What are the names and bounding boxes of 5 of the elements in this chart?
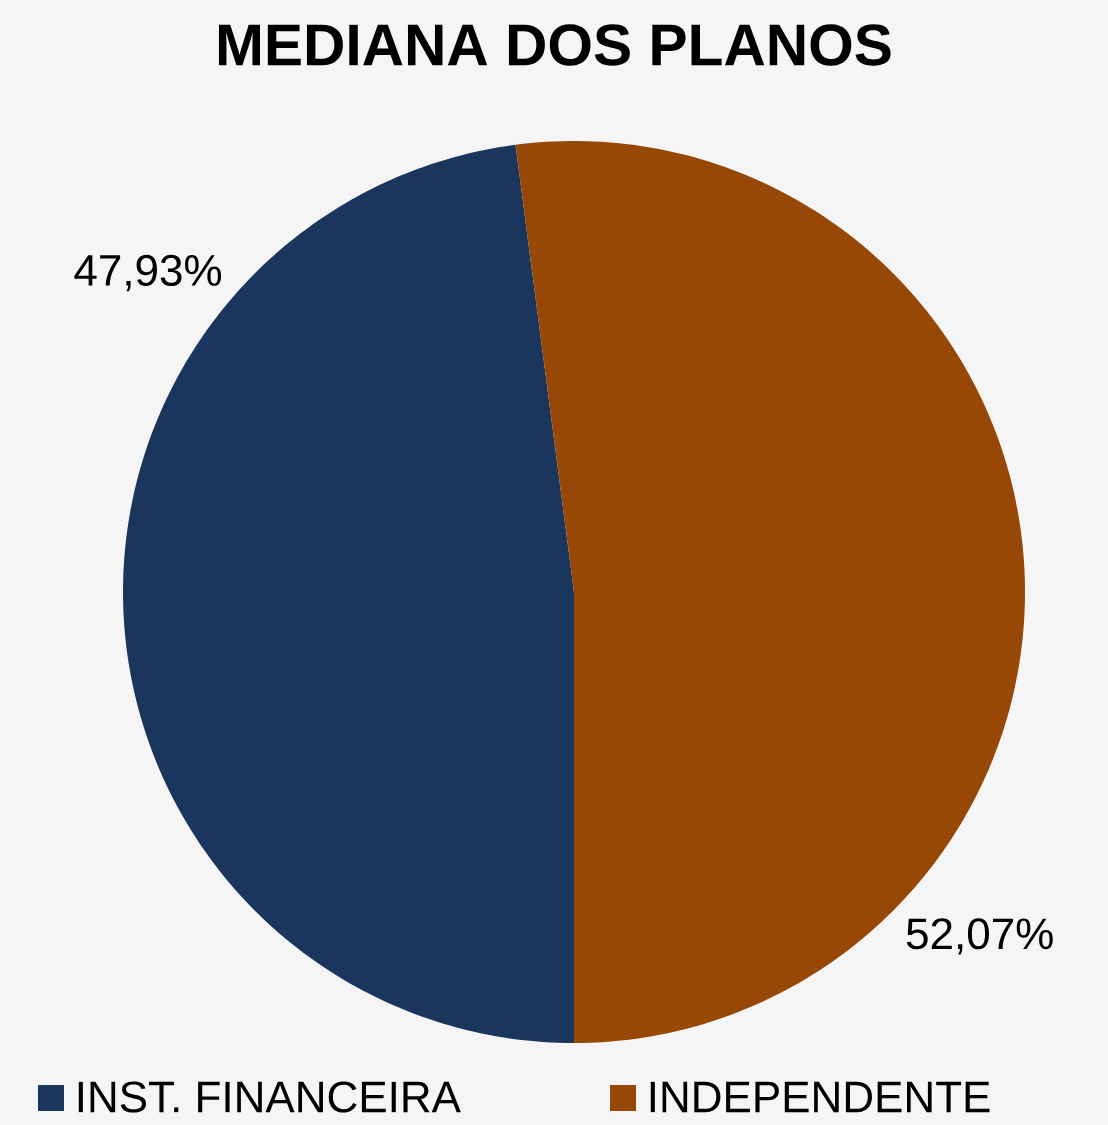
data-label: 47,93% bbox=[74, 254, 222, 292]
legend-label: INST. FINANCEIRA bbox=[78, 1081, 461, 1113]
chart-title: MEDIANA DOS PLANOS bbox=[218, 24, 891, 66]
data-label: 52,07% bbox=[906, 918, 1053, 955]
legend-label: INDEPENDENTE bbox=[650, 1081, 990, 1113]
